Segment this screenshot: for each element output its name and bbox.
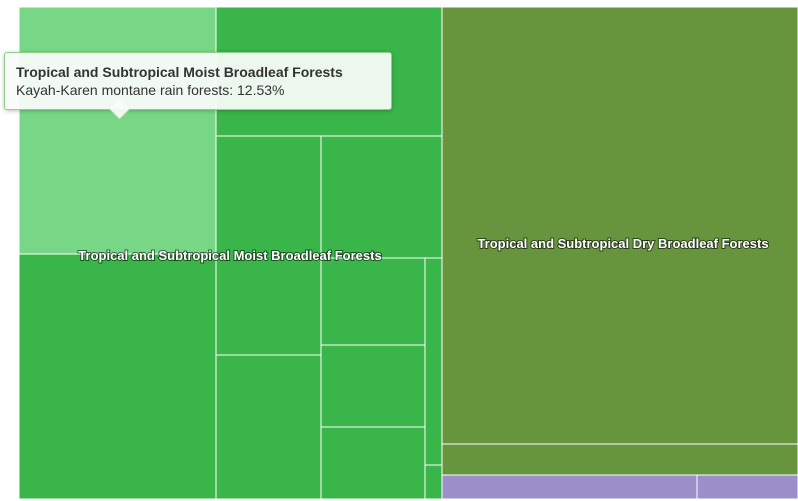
tooltip-text: Kayah-Karen montane rain forests: 12.53% (16, 82, 285, 98)
treemap-group-labels: Tropical and Subtropical Moist Broadleaf… (77, 235, 769, 264)
chart-tooltip: Tropical and Subtropical Moist Broadleaf… (4, 52, 392, 121)
treemap-cell[interactable] (320, 257, 426, 346)
treemap-cell[interactable] (320, 344, 426, 428)
treemap-cell[interactable] (696, 474, 798, 500)
treemap-cell[interactable] (320, 426, 426, 500)
group-label-moist-broadleaf: Tropical and Subtropical Moist Broadleaf… (78, 248, 381, 263)
group-label-dry-broadleaf: Tropical and Subtropical Dry Broadleaf F… (477, 236, 768, 251)
treemap-cell[interactable] (424, 464, 443, 500)
tooltip-title: Tropical and Subtropical Moist Broadleaf… (16, 64, 343, 80)
treemap-cell[interactable] (441, 6, 798, 445)
treemap-cell[interactable] (424, 257, 443, 466)
treemap-cell[interactable] (441, 443, 798, 476)
treemap-cell[interactable] (18, 253, 217, 500)
treemap-cell[interactable] (215, 135, 322, 356)
treemap-cells (18, 6, 798, 500)
treemap-cell[interactable] (441, 474, 698, 500)
treemap-cell[interactable] (215, 354, 322, 500)
treemap-cell[interactable] (18, 6, 217, 255)
treemap-cell[interactable] (320, 135, 443, 259)
